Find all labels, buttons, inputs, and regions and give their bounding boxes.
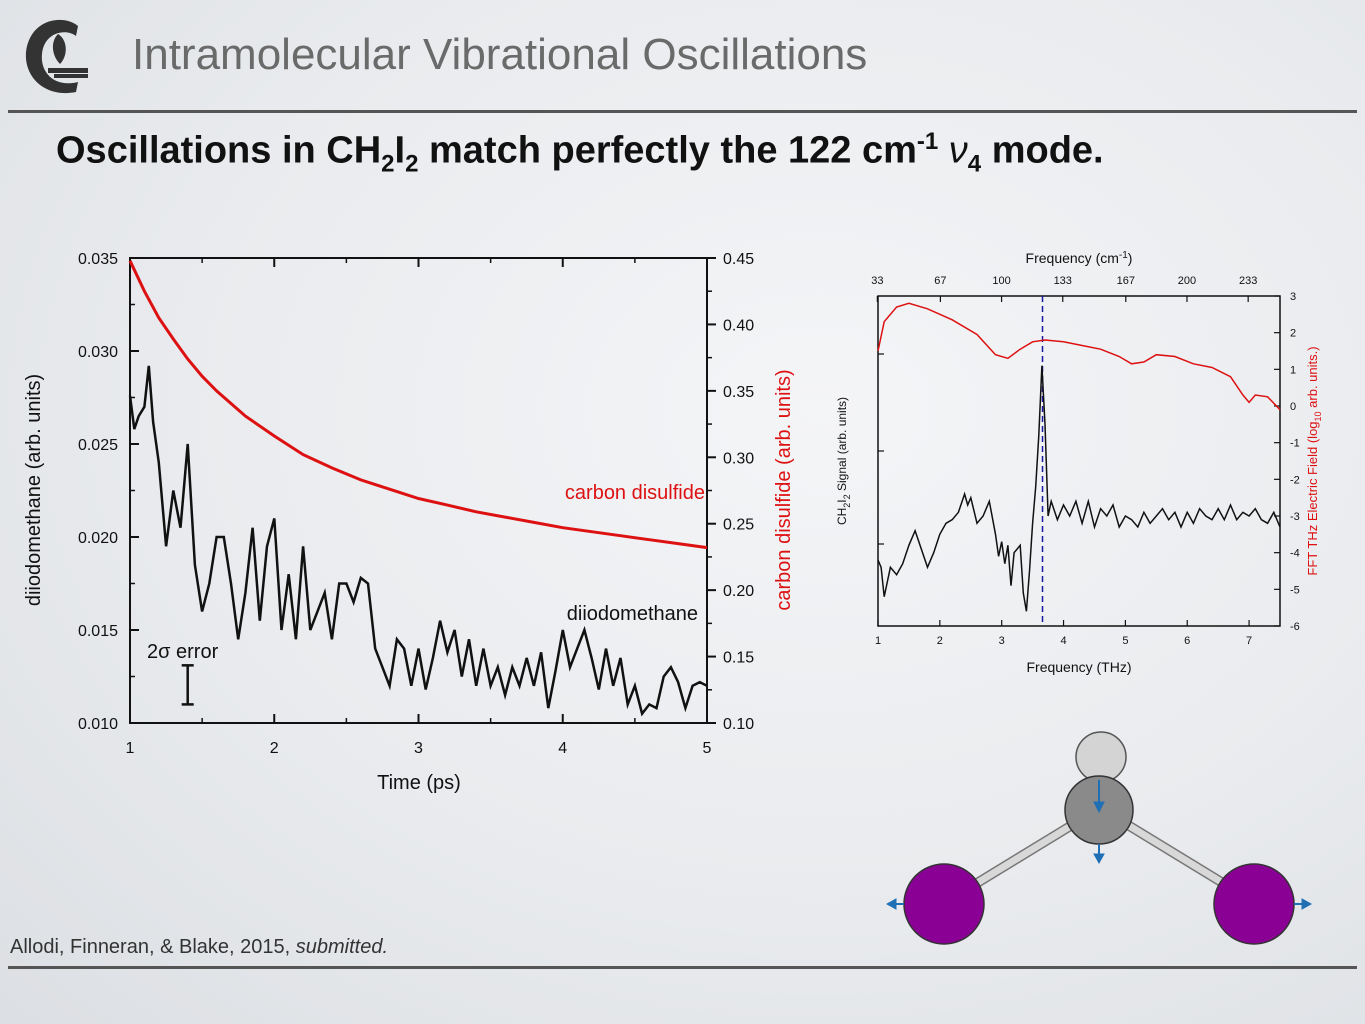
college-logo: [25, 19, 88, 94]
x2-tick-label: 67: [934, 275, 946, 287]
molecule-diagram: [885, 731, 1313, 945]
arrow-down-icon: [1093, 780, 1105, 814]
x-tick-label: 4: [558, 740, 567, 757]
slide-title: Intramolecular Vibrational Oscillations: [132, 30, 868, 79]
y-tick-label: 0.015: [78, 623, 118, 640]
carbon-disulfide-line: [128, 260, 708, 550]
error-label: 2σ error: [147, 641, 219, 663]
x-tick-label-2: 3: [999, 635, 1005, 647]
x2-axis-label: Frequency (cm-1): [1026, 250, 1133, 266]
frequency-domain-chart: 1 2 3 4 5 6 733 67 100 133 167 200 2333210-1-2-3-4-5…: [835, 250, 1323, 675]
iodine-atom-right: [1213, 863, 1295, 945]
y2-tick-label-2: 2: [1290, 328, 1296, 340]
plot-frame-2: [877, 295, 1281, 627]
x-tick-label: 1: [126, 740, 135, 757]
x-tick-label-2: 6: [1184, 635, 1190, 647]
headline: Oscillations in CH2I2 match perfectly th…: [56, 128, 1104, 178]
x-tick-label-2: 2: [937, 635, 943, 647]
y2-tick-label-2: 1: [1290, 364, 1296, 376]
y2-tick-label-2: 3: [1290, 291, 1296, 303]
arrow-down-icon: [1093, 844, 1105, 865]
x-axis-label: Time (ps): [377, 772, 461, 794]
y2-tick-label: 0.30: [723, 450, 754, 467]
fft-field-line: [877, 302, 1281, 411]
x2-tick-label: 200: [1178, 275, 1196, 287]
y2-tick-label-2: 0: [1290, 401, 1296, 413]
y-tick-label: 0.035: [78, 251, 118, 268]
y2-tick-label: 0.10: [723, 716, 754, 733]
y2-tick-label: 0.15: [723, 650, 754, 667]
x-tick-label-2: 4: [1060, 635, 1066, 647]
diiodomethane-line: [128, 365, 708, 717]
x2-tick-label: 133: [1054, 275, 1072, 287]
y-axis-label: diiodomethane (arb. units): [23, 374, 45, 606]
x-axis-label-2: Frequency (THz): [1026, 659, 1131, 675]
y2-tick-label-2: -1: [1290, 438, 1300, 450]
iodine-atom-left: [903, 863, 985, 945]
y2-tick-label-2: -5: [1290, 584, 1300, 596]
diiodomethane-label: diiodomethane: [567, 603, 698, 625]
time-domain-chart: 1 2 3 4 5 0.010 0.015 0.020 0.025 0.030 0.035 0.10 0…: [23, 251, 795, 794]
bottom-divider: [8, 966, 1357, 969]
x-tick-label-2: 7: [1246, 635, 1252, 647]
x2-tick-label: 167: [1117, 275, 1135, 287]
y2-axis-label: carbon disulfide (arb. units): [773, 369, 795, 610]
y2-axis-label-2: FFT THz Electric Field (log10 arb. units…: [1305, 346, 1323, 575]
arrow-left-icon: [885, 898, 904, 910]
x-tick-label: 2: [270, 740, 279, 757]
hydrogen-atom: [1075, 731, 1127, 783]
x2-tick-label: 100: [992, 275, 1010, 287]
y2-tick-label: 0.20: [723, 583, 754, 600]
y2-tick-label-2: -6: [1290, 621, 1300, 633]
x-tick-label: 5: [703, 740, 712, 757]
error-bar: [181, 664, 194, 706]
top-divider: [8, 110, 1357, 113]
x2-tick-label: 233: [1239, 275, 1257, 287]
y2-tick-label: 0.45: [723, 251, 754, 268]
y-tick-label: 0.025: [78, 437, 118, 454]
x2-tick-label: 33: [871, 275, 883, 287]
y-tick-label: 0.020: [78, 530, 118, 547]
x-tick-label: 3: [414, 740, 423, 757]
y2-tick-label: 0.40: [723, 317, 754, 334]
y2-tick-label-2: -2: [1290, 474, 1300, 486]
y2-tick-label-2: -3: [1290, 511, 1300, 523]
y-axis-label-2: CH2I2 Signal (arb. units): [835, 397, 852, 525]
ch2i2-signal-line: [877, 365, 1281, 612]
y-tick-label: 0.030: [78, 344, 118, 361]
y2-tick-label: 0.35: [723, 384, 754, 401]
x-tick-label-2: 5: [1122, 635, 1128, 647]
y-tick-label: 0.010: [78, 716, 118, 733]
y2-tick-label: 0.25: [723, 517, 754, 534]
carbon-disulfide-label: carbon disulfide: [565, 482, 705, 504]
y2-tick-label-2: -4: [1290, 548, 1300, 560]
arrow-right-icon: [1294, 898, 1313, 910]
citation: Allodi, Finneran, & Blake, 2015, submitt…: [10, 936, 388, 958]
x-tick-label-2: 1: [875, 635, 881, 647]
